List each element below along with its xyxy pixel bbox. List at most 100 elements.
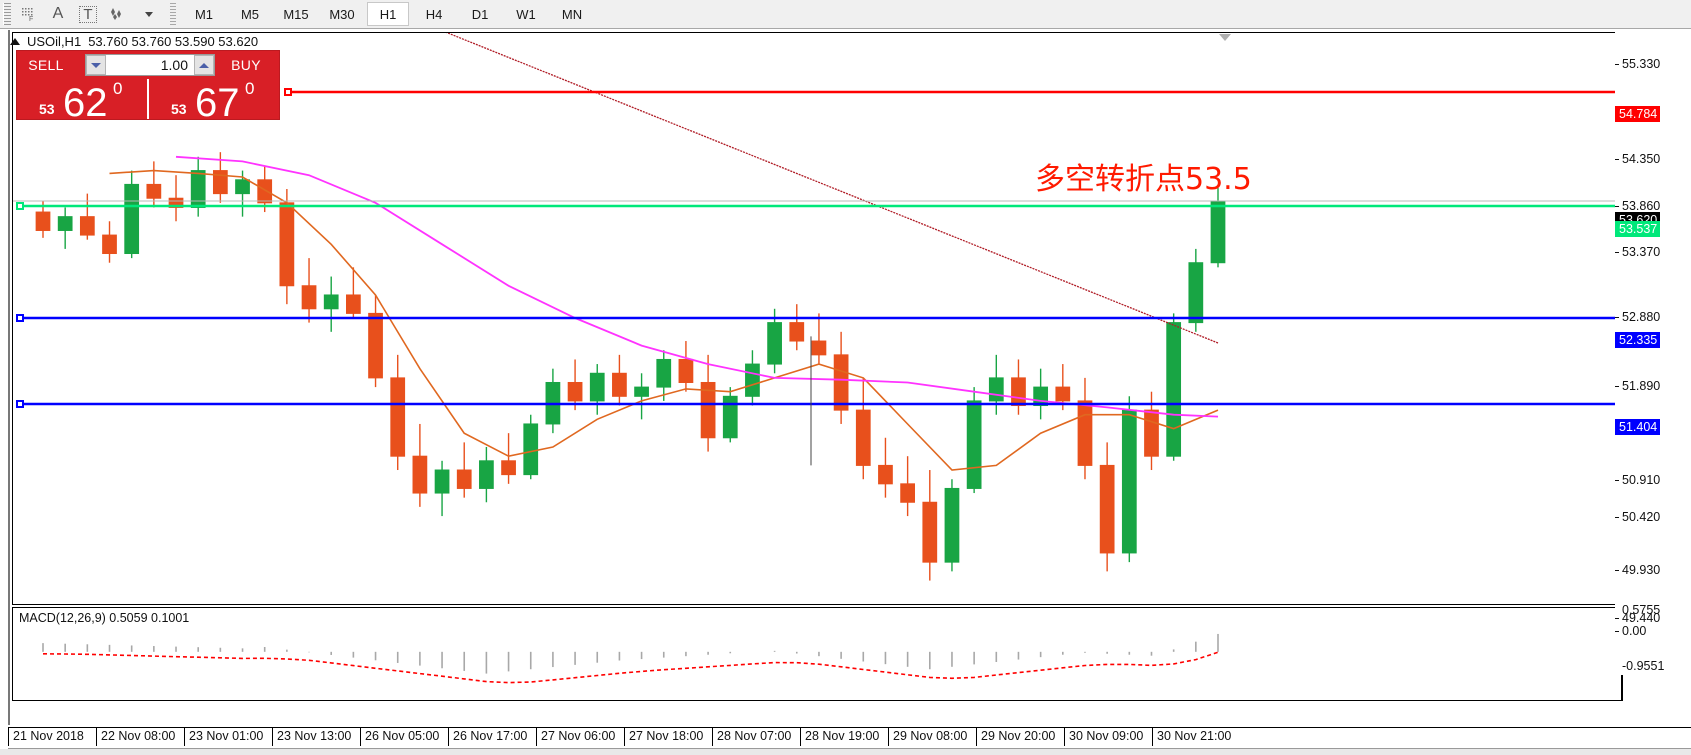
text-label-icon[interactable]: T [73,2,103,26]
price-tick: 50.910 [1615,473,1660,487]
candle [190,156,206,217]
candle [811,313,827,365]
candle [1055,364,1071,411]
timeframe-m1[interactable]: M1 [194,6,214,22]
time-tick: 23 Nov 13:00 [272,728,351,746]
one-click-trading-panel[interactable]: SELL 1.00 BUY 53 62 0 53 67 0 [16,50,280,123]
candle [412,423,428,507]
resistance-line-red-handle[interactable] [284,88,292,96]
objects-icon[interactable] [103,2,133,26]
candle [988,354,1004,415]
price-tick: 49.440 [1615,611,1660,625]
candle [501,433,516,484]
candle [1188,248,1204,332]
svg-text:F: F [29,16,33,22]
candle [323,276,339,332]
resistance-price-label[interactable]: 54.784 [1615,106,1661,122]
toolbar-drag-handle[interactable] [3,3,11,25]
volume-decrease-button[interactable] [86,55,106,75]
candle [878,437,893,498]
volume-input[interactable]: 1.00 [85,54,215,76]
candle [212,152,228,203]
price-tick: 53.860 [1615,199,1660,213]
timeframe-h1[interactable]: H1 [367,2,409,26]
candle [301,258,317,323]
time-axis[interactable]: 21 Nov 2018 22 Nov 08:00 23 Nov 01:00 23 No… [8,727,1691,749]
support2-price-label[interactable]: 51.404 [1615,419,1661,435]
toolbar-separator [170,3,176,25]
support-line-blue-2-handle[interactable] [16,400,24,408]
window-bottom-strip [0,749,1691,755]
price-chart-canvas [13,32,1621,581]
price-tick: 53.370 [1615,245,1660,259]
chart-shift-marker-icon[interactable] [1219,34,1231,41]
timeframe-mn[interactable]: MN [561,6,583,22]
buy-price-cell[interactable]: 53 67 0 [147,79,279,123]
candle [523,414,539,480]
candle [235,170,250,217]
time-tick: 27 Nov 06:00 [536,728,615,746]
candle [833,331,849,424]
timeframe-w1[interactable]: W1 [516,6,536,22]
timeframe-d1[interactable]: D1 [471,6,489,22]
macd-canvas [42,633,1219,684]
candle [545,368,561,434]
macd-indicator-pane[interactable]: MACD(12,26,9) 0.5059 0.1001 [12,607,1623,701]
moving-average-line [109,169,1219,471]
support-line-blue-1-handle[interactable] [16,314,24,322]
candle [456,442,472,498]
timeframe-m5[interactable]: M5 [240,6,260,22]
price-tick: 51.890 [1615,379,1660,393]
candle [434,460,450,517]
symbol-ohlc: 53.760 53.760 53.590 53.620 [88,34,259,49]
price-axis[interactable]: 55.33054.84054.35053.86053.62053.37052.8… [1615,30,1691,675]
candle [789,304,805,351]
candle [745,350,760,406]
candle [922,470,938,581]
candle [279,189,295,305]
candle [722,387,738,443]
time-tick: 28 Nov 19:00 [800,728,879,746]
objects-dropdown-icon[interactable] [133,2,163,26]
symbol-header: USOil,H1 53.760 53.760 53.590 53.620 [10,34,258,49]
text-a-icon[interactable]: A [52,5,64,22]
buy-button[interactable]: BUY [231,57,261,73]
trade-panel-top-row: SELL 1.00 BUY [17,51,279,79]
support1-price-label[interactable]: 52.335 [1615,332,1661,348]
price-tick: 49.930 [1615,563,1660,577]
timeframe-m15[interactable]: M15 [283,6,309,22]
buy-price-fraction: 0 [245,79,255,98]
timeframe-h4[interactable]: H4 [425,6,443,22]
candle [589,364,605,415]
sell-button[interactable]: SELL [28,57,64,73]
candle [855,377,871,480]
candle [257,165,273,213]
volume-increase-button[interactable] [194,55,214,75]
timeframe-group: M1 M5 M15 M30 H1 H4 D1 W1 MN [181,2,595,26]
timeframe-m30[interactable]: M30 [329,6,355,22]
time-tick: 22 Nov 08:00 [96,728,175,746]
price-chart-pane[interactable] [12,32,1623,605]
sell-price-big: 62 [63,81,108,125]
time-tick: 27 Nov 18:00 [624,728,703,746]
candle [767,308,782,374]
candle [1033,368,1049,420]
turning-level-green-handle[interactable] [16,202,24,210]
sell-price-cell[interactable]: 53 62 0 [17,79,147,123]
green-level-price-label[interactable]: 53.537 [1615,221,1661,237]
price-tick: 55.330 [1615,57,1660,71]
candle [390,354,406,471]
macd-title: MACD(12,26,9) 0.5059 0.1001 [19,611,190,625]
candle [1099,442,1115,572]
time-tick: 30 Nov 09:00 [1064,728,1143,746]
downtrend-line[interactable] [423,32,1219,344]
crosshair-f-icon[interactable]: F [13,2,43,26]
main-toolbar: F A T M1 M5 M15 M30 H1 H4 D1 W1 MN [0,0,1691,29]
candle [146,161,162,208]
collapse-triangle-icon[interactable] [10,38,20,45]
chart-annotation-text[interactable]: 多空转折点53.5 [1035,162,1252,197]
time-tick: 21 Nov 2018 [8,728,84,746]
buy-price-prefix: 53 [171,101,187,117]
candle [1210,188,1226,268]
